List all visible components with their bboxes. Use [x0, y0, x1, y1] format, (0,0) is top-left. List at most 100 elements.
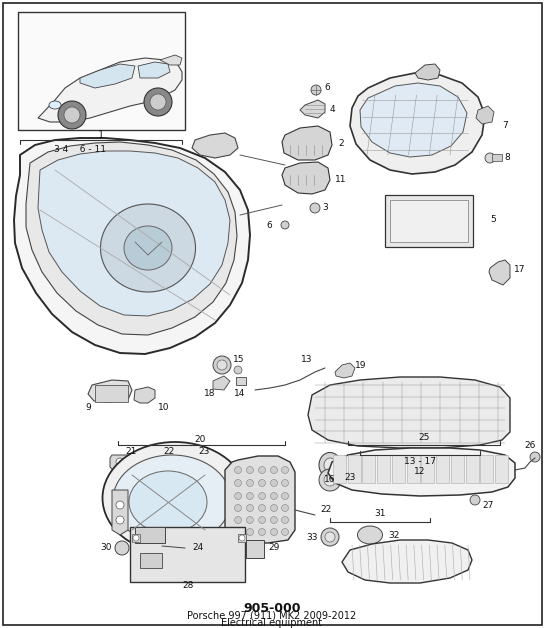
Bar	[95, 385, 128, 402]
Polygon shape	[360, 83, 467, 157]
Ellipse shape	[113, 455, 231, 545]
Polygon shape	[38, 58, 182, 122]
Circle shape	[258, 529, 265, 536]
Text: 25: 25	[419, 433, 429, 443]
Text: 33: 33	[306, 533, 318, 541]
Circle shape	[282, 492, 288, 499]
Ellipse shape	[49, 101, 61, 109]
Circle shape	[270, 504, 277, 511]
Circle shape	[239, 535, 245, 541]
Text: 20: 20	[195, 435, 205, 445]
Circle shape	[154, 539, 166, 551]
Text: 22: 22	[163, 448, 174, 457]
Circle shape	[116, 516, 124, 524]
Circle shape	[64, 107, 80, 123]
Bar	[18, 12, 185, 130]
Ellipse shape	[324, 458, 336, 472]
Text: 19: 19	[355, 360, 366, 369]
Circle shape	[282, 467, 288, 474]
Circle shape	[234, 480, 241, 487]
Polygon shape	[14, 138, 250, 354]
Bar	[451, 455, 464, 483]
Ellipse shape	[319, 453, 341, 477]
Bar	[238, 534, 246, 542]
Circle shape	[270, 492, 277, 499]
Polygon shape	[80, 64, 135, 88]
Text: 13: 13	[301, 355, 313, 364]
Circle shape	[282, 504, 288, 511]
Circle shape	[234, 492, 241, 499]
Polygon shape	[26, 142, 237, 335]
Circle shape	[116, 484, 124, 492]
Bar	[421, 455, 434, 483]
Circle shape	[282, 516, 288, 524]
Circle shape	[116, 501, 124, 509]
Circle shape	[246, 467, 253, 474]
Text: 17: 17	[514, 266, 525, 274]
Polygon shape	[350, 73, 485, 174]
Circle shape	[213, 356, 231, 374]
Circle shape	[485, 153, 495, 163]
Circle shape	[325, 532, 335, 542]
Circle shape	[258, 516, 265, 524]
Polygon shape	[160, 55, 182, 65]
Circle shape	[133, 535, 139, 541]
Circle shape	[150, 94, 166, 110]
Polygon shape	[282, 162, 330, 194]
Circle shape	[470, 495, 480, 505]
Circle shape	[58, 101, 86, 129]
Circle shape	[144, 88, 172, 116]
Text: 8: 8	[504, 153, 510, 161]
Text: 27: 27	[482, 501, 493, 509]
Circle shape	[281, 221, 289, 229]
Circle shape	[246, 492, 253, 499]
Polygon shape	[134, 387, 155, 403]
Circle shape	[258, 492, 265, 499]
Bar	[362, 455, 376, 483]
Polygon shape	[38, 151, 230, 316]
Bar	[130, 527, 245, 582]
Text: 31: 31	[374, 509, 386, 519]
Bar	[480, 455, 493, 483]
Text: 9: 9	[85, 404, 91, 413]
Ellipse shape	[100, 204, 196, 292]
Bar	[392, 455, 405, 483]
Text: 10: 10	[158, 404, 169, 413]
Text: 6: 6	[267, 220, 272, 229]
Text: 22: 22	[320, 506, 331, 514]
Circle shape	[234, 504, 241, 511]
Circle shape	[311, 85, 321, 95]
Text: 26: 26	[524, 441, 536, 450]
Polygon shape	[112, 490, 128, 535]
Circle shape	[115, 541, 129, 555]
Circle shape	[246, 529, 253, 536]
Text: 16: 16	[324, 475, 336, 484]
Text: 18: 18	[204, 389, 216, 398]
Circle shape	[246, 516, 253, 524]
Text: 11: 11	[335, 175, 347, 185]
Text: 905-000: 905-000	[243, 602, 301, 615]
Circle shape	[282, 480, 288, 487]
Text: 21: 21	[125, 448, 136, 457]
Text: 23: 23	[344, 474, 355, 482]
Circle shape	[258, 467, 265, 474]
Polygon shape	[415, 64, 440, 80]
Bar	[377, 455, 390, 483]
Circle shape	[234, 366, 242, 374]
Circle shape	[258, 504, 265, 511]
Text: 23: 23	[198, 448, 209, 457]
Circle shape	[270, 529, 277, 536]
Polygon shape	[225, 456, 295, 543]
Bar	[407, 455, 420, 483]
Text: 28: 28	[183, 580, 193, 590]
Bar	[140, 553, 162, 568]
Text: Electrical equipment: Electrical equipment	[221, 618, 323, 628]
Circle shape	[282, 529, 288, 536]
Polygon shape	[328, 448, 515, 496]
Circle shape	[258, 480, 265, 487]
Ellipse shape	[358, 526, 383, 544]
Ellipse shape	[129, 471, 207, 533]
Circle shape	[319, 469, 341, 491]
Circle shape	[321, 528, 339, 546]
Bar	[236, 377, 246, 385]
